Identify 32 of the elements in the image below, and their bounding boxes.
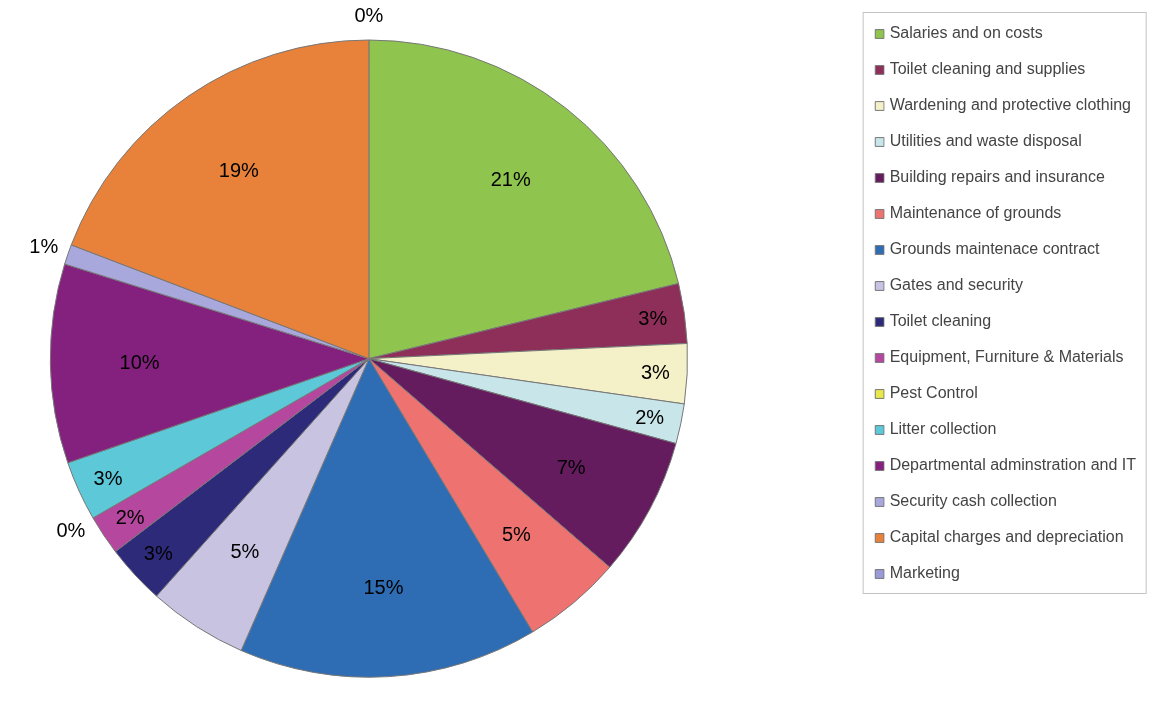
- legend-label: Pest Control: [889, 383, 978, 403]
- data-label: 2%: [115, 506, 145, 529]
- data-label: 5%: [230, 540, 260, 563]
- data-label: 19%: [218, 159, 260, 182]
- data-label: 3%: [640, 361, 671, 384]
- data-label: 5%: [501, 523, 532, 546]
- data-label: 21%: [490, 167, 531, 190]
- data-label: 3%: [143, 541, 173, 564]
- text: 0%: [56, 519, 86, 542]
- data-label: 1%: [29, 235, 59, 258]
- legend-label: Wardening and protective clothing: [889, 95, 1131, 115]
- legend-label: Equipment, Furniture & Materials: [889, 347, 1124, 367]
- legend-label: Gates and security: [889, 275, 1024, 295]
- data-label: 15%: [363, 576, 404, 599]
- legend-label: Salaries and on costs: [889, 23, 1043, 43]
- legend-label: Toilet cleaning and supplies: [889, 59, 1086, 79]
- data-label: 3%: [93, 466, 123, 489]
- legend-label: Grounds maintenace contract: [889, 239, 1100, 259]
- data-label: 7%: [556, 455, 586, 478]
- data-label: 3%: [638, 306, 668, 329]
- legend-label: Litter collection: [889, 419, 997, 439]
- legend-label: Departmental adminstration and IT: [889, 455, 1136, 475]
- legend-label: Building repairs and insurance: [889, 167, 1105, 187]
- legend-label: Capital charges and depreciation: [889, 527, 1124, 547]
- legend-label: Maintenance of grounds: [889, 203, 1062, 223]
- data-label: 10%: [119, 351, 160, 374]
- legend-label: Marketing: [889, 563, 960, 583]
- text: 0%: [354, 4, 384, 27]
- legend-label: Security cash collection: [889, 491, 1057, 511]
- data-label: 2%: [635, 406, 665, 429]
- legend-label: Utilities and waste disposal: [889, 131, 1082, 151]
- legend-label: Toilet cleaning: [889, 311, 992, 331]
